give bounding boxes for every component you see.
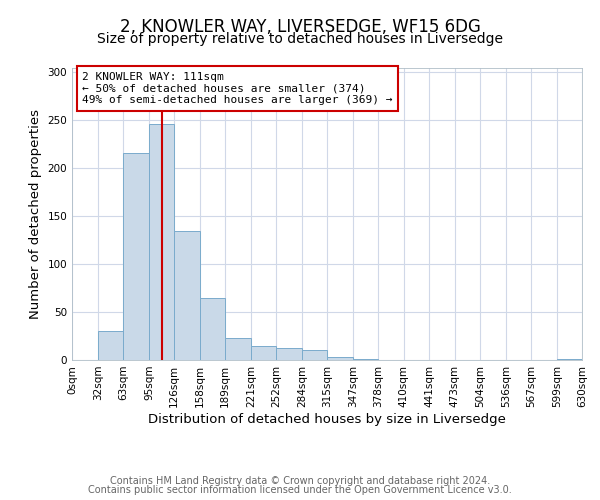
- Bar: [200, 298, 225, 360]
- Text: 2 KNOWLER WAY: 111sqm
← 50% of detached houses are smaller (374)
49% of semi-det: 2 KNOWLER WAY: 111sqm ← 50% of detached …: [82, 72, 392, 105]
- Bar: [174, 230, 200, 360]
- Text: Contains public sector information licensed under the Open Government Licence v3: Contains public sector information licen…: [88, 485, 512, 495]
- Bar: [276, 348, 302, 360]
- X-axis label: Distribution of detached houses by size in Liversedge: Distribution of detached houses by size …: [148, 412, 506, 426]
- Text: 2, KNOWLER WAY, LIVERSEDGE, WF15 6DG: 2, KNOWLER WAY, LIVERSEDGE, WF15 6DG: [119, 18, 481, 36]
- Text: Size of property relative to detached houses in Liversedge: Size of property relative to detached ho…: [97, 32, 503, 46]
- Bar: [225, 338, 251, 360]
- Bar: [123, 153, 149, 360]
- Bar: [302, 350, 327, 360]
- Bar: [353, 359, 378, 360]
- Bar: [557, 359, 582, 360]
- Y-axis label: Number of detached properties: Number of detached properties: [29, 109, 42, 319]
- Bar: [251, 346, 276, 360]
- Bar: [149, 124, 174, 360]
- Bar: [98, 331, 123, 360]
- Text: Contains HM Land Registry data © Crown copyright and database right 2024.: Contains HM Land Registry data © Crown c…: [110, 476, 490, 486]
- Bar: [327, 357, 353, 360]
